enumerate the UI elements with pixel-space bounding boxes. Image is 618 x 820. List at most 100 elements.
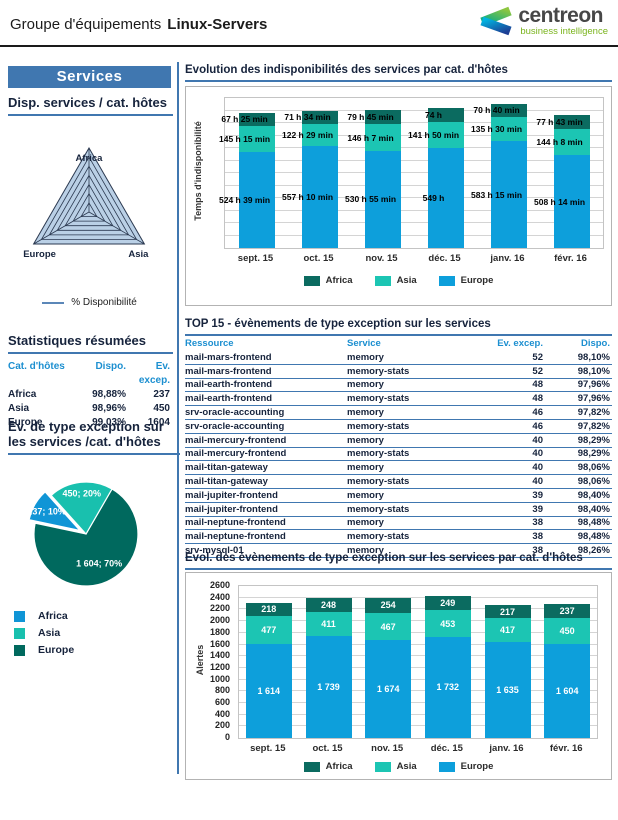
top15-cell: mail-mars-frontend [185, 365, 272, 377]
uptime-chart-box: Temps d'indisponibilité 524 h 39 min 145 … [185, 86, 612, 306]
top15-cell: 98,10% [577, 365, 610, 377]
legend-item: Europe [438, 275, 493, 286]
top15-cell: srv-mysql-01 [185, 545, 244, 557]
bar-segment-asia [245, 615, 292, 644]
legend-label: Asia [396, 761, 417, 772]
top15-cell: 98,06% [577, 462, 610, 474]
top15-cell: memory-stats [347, 531, 410, 543]
gridline [225, 134, 603, 136]
pie-legend-label: Asia [38, 627, 61, 639]
top15-cell: 97,96% [577, 393, 610, 405]
top15-cell: 40 [532, 448, 543, 460]
legend-swatch [303, 761, 320, 772]
y-axis-tick-label: 600 [214, 696, 230, 707]
bar-value-label: 218 [261, 604, 277, 615]
y-axis-tick-label: 1000 [209, 673, 230, 684]
chart1-y-axis-label: Temps d'indisponibilité [193, 121, 203, 221]
top15-cell: 98,06% [577, 476, 610, 488]
x-axis-tick-label: févr. 16 [554, 253, 587, 264]
bar-value-label: 1 604 [555, 686, 579, 697]
bar-value-label: 1 732 [436, 682, 460, 693]
legend-item: Europe [438, 761, 493, 772]
stats-cell: 98,88% [92, 389, 126, 400]
logo-name: centreon [518, 4, 604, 27]
y-axis-tick-label: 2200 [209, 603, 230, 614]
x-axis-tick-label: sept. 15 [250, 743, 286, 754]
top15-cell: 46 [532, 407, 543, 419]
top15-cell: 40 [532, 462, 543, 474]
top15-table-title: TOP 15 - évènements de type exception su… [185, 318, 612, 336]
gridline [225, 172, 603, 173]
top15-cell: mail-mercury-frontend [185, 434, 287, 446]
top15-cell: 40 [532, 476, 543, 488]
stats-header-cell: Cat. d'hôtes [8, 361, 65, 372]
pie-legend-label: Europe [38, 644, 75, 656]
radar-legend-line-swatch [42, 301, 65, 304]
bar-segment-europe [238, 152, 275, 248]
gridline [239, 655, 597, 657]
chart2-y-axis-ticks: 0 200 400 600 800 1000 1200 1400 1600 1800 2000 220… [204, 573, 234, 779]
top15-cell: mail-titan-gateway [185, 476, 268, 488]
gridline [225, 122, 603, 123]
y-axis-tick-label: 1200 [209, 661, 230, 672]
stats-cell: Europe [8, 417, 43, 428]
gridline [225, 222, 603, 223]
stats-header-cell: Dispo. [95, 361, 126, 372]
gridline [225, 197, 603, 198]
gridline [239, 725, 597, 727]
gridline [225, 109, 603, 111]
gridline [225, 234, 603, 236]
stats-cell: Africa [8, 389, 37, 400]
top15-cell: 38 [532, 545, 543, 557]
x-axis-tick-label: déc. 15 [428, 253, 461, 264]
top15-cell: mail-earth-frontend [185, 379, 273, 391]
stats-row: Europe 99,03% 1604 [8, 416, 170, 430]
bar-segment-africa [427, 108, 464, 122]
y-axis-tick-label: 0 [224, 732, 230, 742]
y-axis-tick-label: 800 [214, 685, 230, 696]
x-axis-tick-label: nov. 15 [371, 743, 404, 754]
alerts-bar-plot: 1 614 477 218 1 739 411 248 1 674 467 254 1 732 45… [238, 585, 598, 739]
top15-cell: 48 [532, 379, 543, 391]
top15-cell: memory [347, 407, 384, 419]
centreon-logo-icon [477, 5, 513, 41]
x-axis-tick-label: nov. 15 [365, 253, 398, 264]
x-axis-tick-label: oct. 15 [303, 253, 334, 264]
bar-segment-asia [301, 123, 338, 147]
pie-slice-asia [50, 481, 113, 536]
bar-value-label: 217 [499, 606, 516, 617]
bar-value-label: 1 614 [257, 685, 281, 696]
legend-swatch [303, 275, 320, 286]
table-row: mail-jupiter-frontend memory 39 98,40% [185, 489, 612, 503]
radar-spoke [88, 211, 145, 245]
top15-cell: 98,10% [577, 351, 610, 363]
exceptions-pie-chart: 1 604; 70% 237; 10% 450; 20% [27, 481, 139, 587]
radar-grid-ring [64, 183, 114, 227]
table-row: mail-earth-frontend memory 48 97,96% [185, 379, 612, 393]
pie-legend-item: Asia [14, 627, 74, 639]
uptime-bar-plot: 524 h 39 min 145 h 15 min 67 h 25 min 557 h… [219, 97, 604, 249]
header-divider [0, 45, 618, 47]
bar-value-label: 1 674 [376, 684, 400, 695]
bar-segment-europe [305, 636, 352, 738]
radar-grid-ring [40, 156, 138, 240]
top15-cell: 46 [532, 420, 543, 432]
bar-value-label: 248 [320, 600, 337, 611]
gridline [239, 643, 597, 645]
bar-value-label: 71 h 34 min [284, 112, 331, 123]
bar-value-label: 249 [440, 598, 456, 608]
bar-value-label: 146 h 7 min [347, 132, 394, 143]
top15-cell: memory [347, 351, 384, 363]
centreon-logo: centreon business intelligence [477, 5, 608, 41]
top15-header-cell: Dispo. [580, 338, 610, 349]
bar-segment-asia [305, 612, 352, 637]
table-row: mail-neptune-frontend memory 38 98,48% [185, 517, 612, 531]
top15-cell: 38 [532, 531, 543, 543]
gridline [239, 631, 597, 633]
top15-cell: 40 [532, 434, 543, 446]
bar-segment-africa [553, 114, 590, 129]
bar-segment-europe [490, 141, 527, 248]
top15-cell: 97,82% [577, 420, 610, 432]
bar-value-label: 237 [559, 606, 575, 616]
table-row: mail-titan-gateway memory-stats 40 98,06% [185, 475, 612, 489]
